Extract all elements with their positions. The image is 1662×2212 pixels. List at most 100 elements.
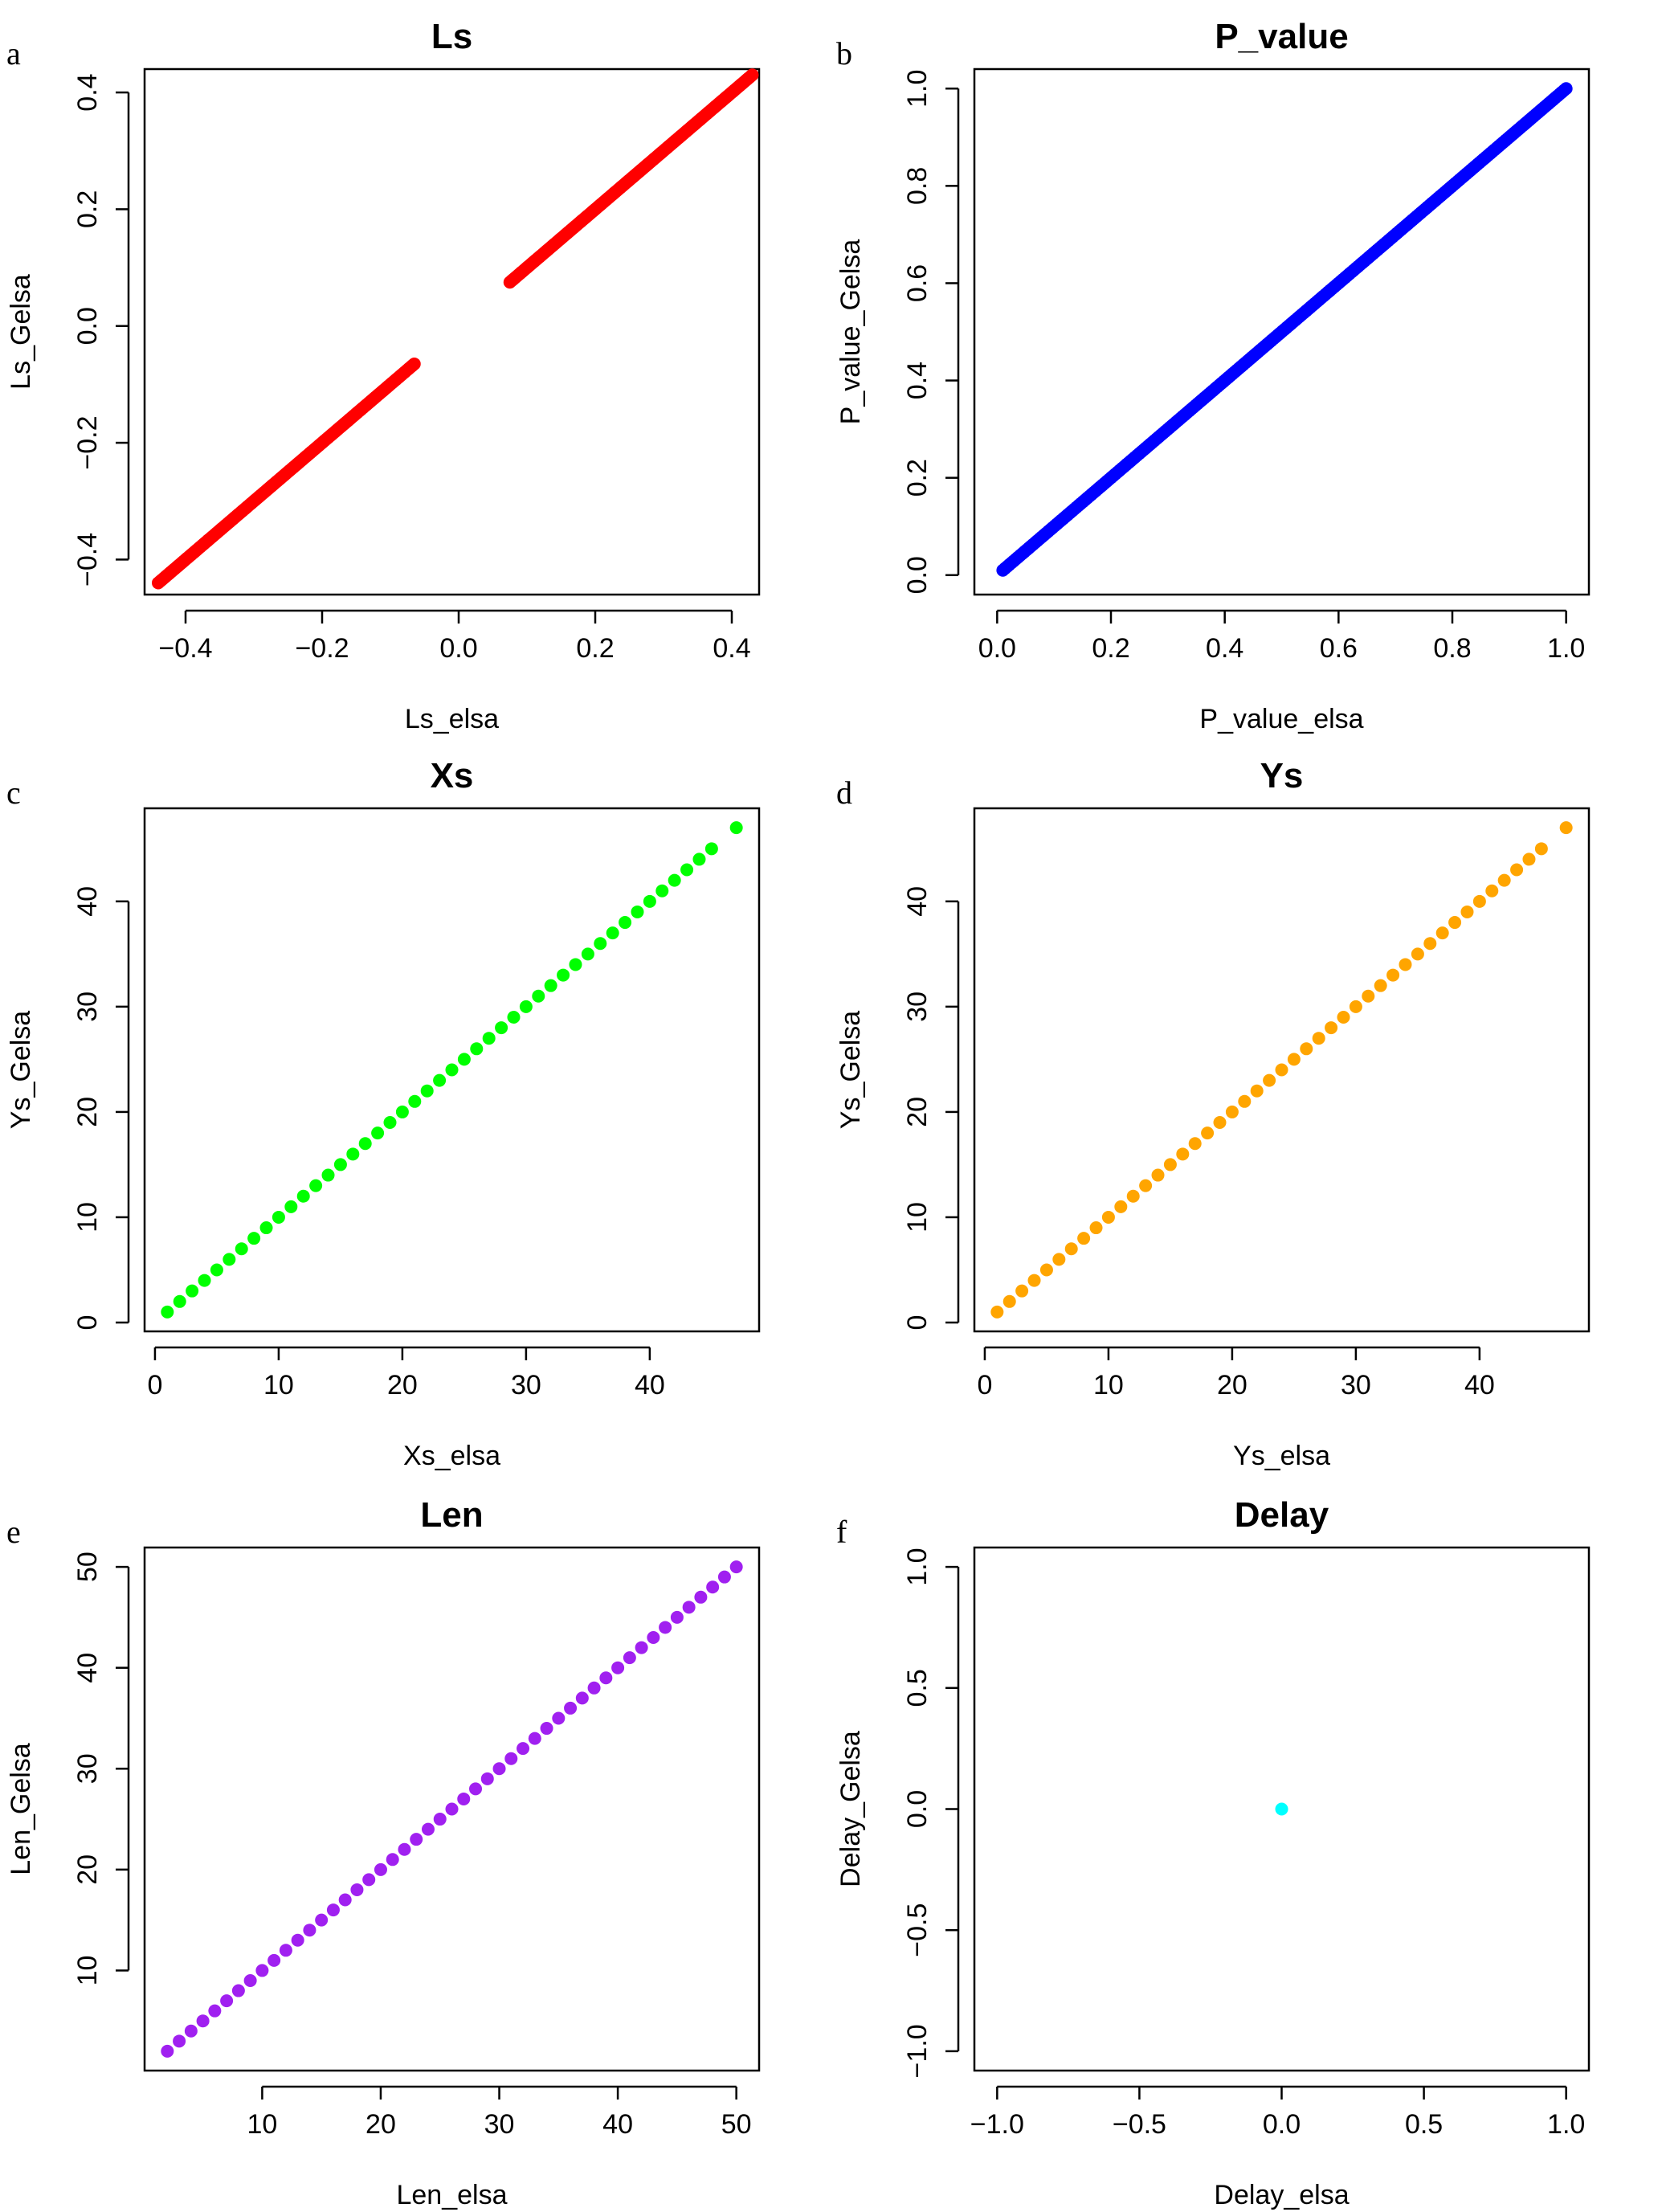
series-points <box>161 821 743 1319</box>
data-point <box>528 1732 541 1745</box>
data-point <box>594 937 607 951</box>
data-point <box>186 1284 199 1298</box>
data-point <box>445 1802 459 1816</box>
data-point <box>309 1179 323 1192</box>
data-point <box>326 1903 340 1917</box>
data-point <box>1052 1253 1066 1266</box>
data-point <box>1151 1168 1165 1182</box>
y-tick-label: 20 <box>72 1854 103 1885</box>
data-point <box>495 1021 508 1035</box>
series-points <box>996 82 1573 577</box>
series-points <box>152 68 759 590</box>
data-point <box>1287 1053 1301 1066</box>
y-tick-label: 20 <box>902 1097 933 1127</box>
chart-title: P_value <box>1215 17 1348 56</box>
data-point <box>706 1580 720 1594</box>
data-point <box>398 1842 411 1856</box>
panel-letter: a <box>6 35 21 72</box>
data-point <box>267 1953 281 1967</box>
chart-title: Xs <box>431 756 474 795</box>
data-point <box>1089 1221 1103 1235</box>
data-point <box>1448 916 1462 930</box>
data-point <box>1349 1000 1362 1013</box>
data-point <box>1312 1032 1325 1045</box>
data-point <box>296 1189 310 1203</box>
data-point <box>291 1933 304 1947</box>
x-tick-label: 1.0 <box>1547 2109 1585 2140</box>
series-points <box>161 1560 743 2058</box>
x-tick-label: 0 <box>147 1370 162 1400</box>
y-tick-label: 0.0 <box>902 556 933 594</box>
data-point <box>694 1590 708 1604</box>
data-point <box>1213 1116 1227 1130</box>
data-point <box>407 357 421 370</box>
data-point <box>1534 842 1548 856</box>
y-tick-label: 40 <box>72 1653 103 1683</box>
data-point <box>1411 947 1424 961</box>
data-point <box>507 1010 521 1024</box>
y-tick-label: 10 <box>902 1202 933 1233</box>
data-point <box>1510 863 1524 877</box>
x-tick-label: 30 <box>1341 1370 1371 1400</box>
x-tick-label: 0.6 <box>1320 633 1358 664</box>
x-axis-label: Ys_elsa <box>1233 1441 1330 1471</box>
data-point <box>421 1822 435 1836</box>
y-tick-label: −0.4 <box>72 533 103 587</box>
data-point <box>1559 82 1573 96</box>
chart-title: Ls <box>431 17 472 56</box>
data-point <box>255 1964 269 1977</box>
data-point <box>635 1641 648 1654</box>
data-point <box>492 1762 506 1776</box>
data-point <box>1485 884 1499 897</box>
data-point <box>208 2004 222 2018</box>
panel-b: b P_value 0.0 0.2 0.4 0.6 0.8 1.0 0.0 0.2 0.4 0.6 0.… <box>835 17 1591 734</box>
data-point <box>408 1094 422 1108</box>
y-axis-label: Ys_Gelsa <box>6 1011 36 1129</box>
y-tick-label: 0.5 <box>902 1669 933 1707</box>
data-point <box>1399 958 1412 971</box>
data-point <box>1003 1294 1016 1308</box>
plot-frame <box>973 67 1591 596</box>
data-point <box>655 884 669 897</box>
data-point <box>1337 1010 1350 1024</box>
data-point <box>532 989 545 1003</box>
data-point <box>1015 1284 1029 1298</box>
data-point <box>1374 979 1387 992</box>
x-tick-label: 1.0 <box>1547 633 1585 664</box>
data-point <box>284 1200 298 1213</box>
x-tick-label: 40 <box>1464 1370 1495 1400</box>
data-point <box>1114 1200 1128 1213</box>
y-tick-label: 20 <box>72 1097 103 1127</box>
data-point <box>184 2024 198 2038</box>
data-point <box>480 1772 494 1785</box>
y-tick-label: 1.0 <box>902 70 933 108</box>
x-tick-label: 40 <box>602 2109 633 2140</box>
chart-title: Delay <box>1235 1495 1329 1535</box>
panel-c: c Xs 0 10 20 30 40 0 10 20 30 40 Xs_elsa Ys_Gelsa <box>6 756 761 1471</box>
y-tick-label: 0.4 <box>902 362 933 399</box>
data-point <box>303 1924 316 1937</box>
data-point <box>519 1000 533 1013</box>
x-tick-label: 0 <box>977 1370 992 1400</box>
data-point <box>386 1853 399 1867</box>
data-point <box>1139 1179 1153 1192</box>
x-tick-label: 0.2 <box>576 633 614 664</box>
data-point <box>599 1671 613 1685</box>
series-points <box>990 821 1573 1319</box>
data-point <box>358 1137 372 1151</box>
y-tick-label: 50 <box>72 1552 103 1582</box>
data-point <box>1522 852 1536 866</box>
plot-frame <box>143 1546 761 2072</box>
y-tick-label: 0.0 <box>902 1790 933 1828</box>
y-tick-label: 30 <box>72 992 103 1022</box>
x-tick-label: 0.0 <box>1263 2109 1301 2140</box>
y-tick-label: 10 <box>72 1956 103 1986</box>
data-point <box>243 1973 257 1987</box>
data-point <box>1188 1137 1202 1151</box>
y-tick-label: 0 <box>902 1315 933 1331</box>
data-point <box>445 1063 459 1077</box>
x-tick-label: 20 <box>365 2109 396 2140</box>
y-tick-label: 40 <box>72 886 103 917</box>
data-point <box>569 958 582 971</box>
y-axis-label: Len_Gelsa <box>6 1743 36 1875</box>
